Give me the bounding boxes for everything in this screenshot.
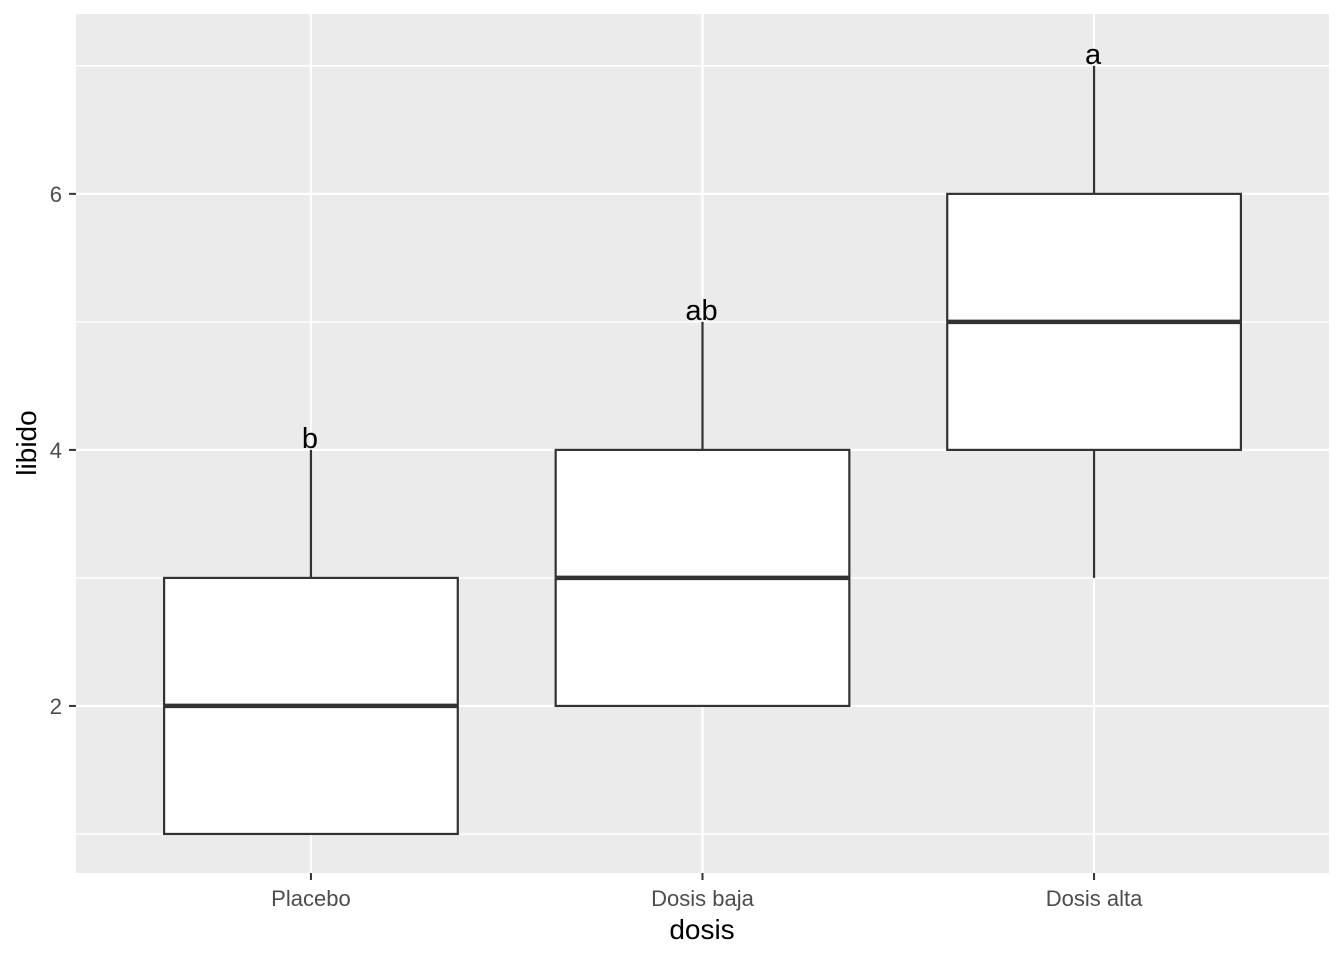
significance-letter: b xyxy=(302,423,318,455)
significance-letter: ab xyxy=(685,295,717,327)
significance-letter: a xyxy=(1085,39,1102,71)
axes: 2 4 6 Placebo Dosis baja Dosis alta xyxy=(50,182,1143,911)
x-tick-label: Dosis alta xyxy=(1046,886,1143,911)
y-tick-label: 4 xyxy=(50,438,62,463)
x-tick-label: Placebo xyxy=(271,886,351,911)
x-axis-title: dosis xyxy=(669,914,734,945)
y-tick-label: 6 xyxy=(50,182,62,207)
boxplot-marks: b ab a xyxy=(163,39,1242,836)
x-tick-label: Dosis baja xyxy=(651,886,754,911)
y-tick-label: 2 xyxy=(50,694,62,719)
y-axis-title: libido xyxy=(11,410,42,475)
